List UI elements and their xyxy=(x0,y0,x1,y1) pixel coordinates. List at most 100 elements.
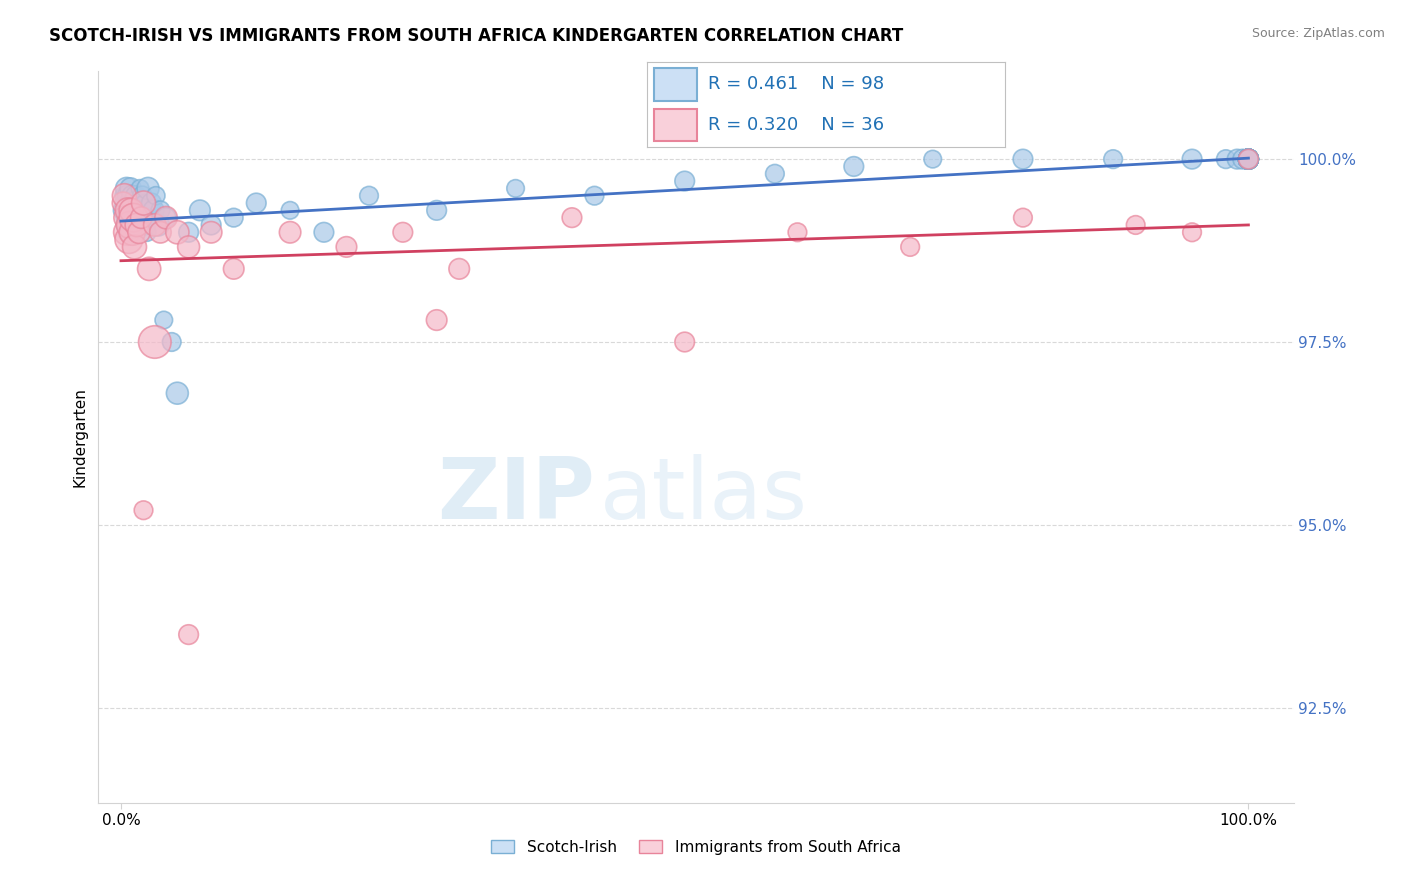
Point xyxy=(1237,152,1260,166)
Point xyxy=(177,627,200,641)
Point xyxy=(117,188,139,202)
Point xyxy=(132,196,155,211)
Point xyxy=(222,211,245,225)
Point xyxy=(120,181,142,195)
Point xyxy=(115,225,138,239)
Point xyxy=(1012,152,1035,166)
Point xyxy=(120,225,142,239)
Point xyxy=(1237,152,1260,166)
Point xyxy=(149,203,172,218)
Point xyxy=(335,240,357,254)
Point xyxy=(1237,152,1260,166)
Point xyxy=(115,225,138,239)
Point xyxy=(1237,152,1260,166)
Point xyxy=(1237,152,1260,166)
Point xyxy=(1237,152,1260,166)
Point xyxy=(1237,152,1260,166)
Point xyxy=(117,203,139,218)
Text: Source: ZipAtlas.com: Source: ZipAtlas.com xyxy=(1251,27,1385,40)
Point xyxy=(1012,211,1035,225)
Point xyxy=(121,203,143,218)
Point xyxy=(122,211,145,225)
Point xyxy=(1232,152,1254,166)
Point xyxy=(149,225,172,239)
Point xyxy=(143,218,166,232)
Y-axis label: Kindergarten: Kindergarten xyxy=(72,387,87,487)
Point xyxy=(763,167,786,181)
Point xyxy=(143,334,166,349)
Point xyxy=(117,203,139,218)
Point xyxy=(1237,152,1260,166)
Point xyxy=(1237,152,1260,166)
Point xyxy=(114,218,136,232)
Point xyxy=(583,188,606,202)
Point xyxy=(121,218,143,232)
Point xyxy=(1237,152,1260,166)
Point xyxy=(1237,152,1260,166)
Point xyxy=(1237,152,1260,166)
Point xyxy=(145,188,167,202)
Point xyxy=(1237,152,1260,166)
Point xyxy=(121,225,143,239)
Point xyxy=(357,188,380,202)
Point xyxy=(124,188,146,202)
Point xyxy=(1237,152,1260,166)
Point xyxy=(1237,152,1260,166)
Point xyxy=(1237,152,1260,166)
Point xyxy=(1237,152,1260,166)
Point xyxy=(118,218,141,232)
Point xyxy=(135,225,157,239)
Point xyxy=(124,225,146,239)
Point xyxy=(842,160,865,174)
Point xyxy=(1237,152,1260,166)
Point xyxy=(115,181,138,195)
Point xyxy=(1237,152,1260,166)
Point xyxy=(200,225,222,239)
Point xyxy=(128,225,150,239)
Point xyxy=(1237,152,1260,166)
Point xyxy=(1237,152,1260,166)
Point xyxy=(125,203,148,218)
Point xyxy=(141,196,163,211)
Point xyxy=(166,386,188,401)
Legend: Scotch-Irish, Immigrants from South Africa: Scotch-Irish, Immigrants from South Afri… xyxy=(485,834,907,861)
Point xyxy=(112,188,135,202)
Point xyxy=(312,225,335,239)
Point xyxy=(132,203,155,218)
Point xyxy=(1237,152,1260,166)
Point xyxy=(132,503,155,517)
Point xyxy=(188,203,211,218)
Text: R = 0.461    N = 98: R = 0.461 N = 98 xyxy=(707,76,884,94)
Point xyxy=(200,218,222,232)
Point xyxy=(1181,225,1204,239)
Point xyxy=(122,211,145,225)
Point xyxy=(160,334,183,349)
Point xyxy=(1237,152,1260,166)
Point xyxy=(155,211,177,225)
Point xyxy=(1237,152,1260,166)
Point xyxy=(120,203,142,218)
Point xyxy=(1237,152,1260,166)
Point xyxy=(1237,152,1260,166)
Point xyxy=(392,225,415,239)
Point xyxy=(1237,152,1260,166)
Point xyxy=(673,334,696,349)
Point xyxy=(673,174,696,188)
Point xyxy=(122,196,145,211)
Point xyxy=(278,203,301,218)
Point xyxy=(177,240,200,254)
Point xyxy=(1237,152,1260,166)
Point xyxy=(118,233,141,247)
Point xyxy=(561,211,583,225)
FancyBboxPatch shape xyxy=(654,109,697,141)
Point xyxy=(118,196,141,211)
Point xyxy=(1181,152,1204,166)
Point xyxy=(1237,152,1260,166)
Point xyxy=(128,218,150,232)
Point xyxy=(921,152,943,166)
Point xyxy=(1125,218,1147,232)
Point xyxy=(138,211,160,225)
Point xyxy=(1226,152,1249,166)
Point xyxy=(1237,152,1260,166)
Point xyxy=(786,225,808,239)
